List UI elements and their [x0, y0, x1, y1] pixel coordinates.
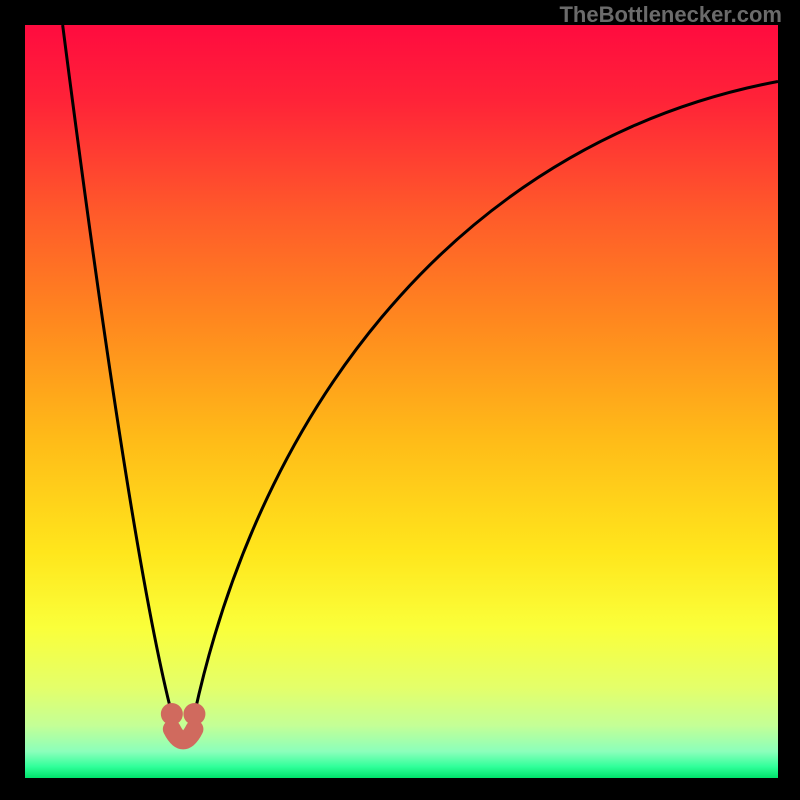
- marker-connector: [172, 729, 195, 740]
- plot-area: [25, 25, 778, 778]
- marker-right: [183, 703, 205, 725]
- chart-container: TheBottlenecker.com: [0, 0, 800, 800]
- curve-left-branch: [63, 25, 172, 714]
- marker-left: [161, 703, 183, 725]
- curve-right-branch: [194, 81, 778, 714]
- curve-layer: [25, 25, 778, 778]
- watermark-text: TheBottlenecker.com: [559, 2, 782, 28]
